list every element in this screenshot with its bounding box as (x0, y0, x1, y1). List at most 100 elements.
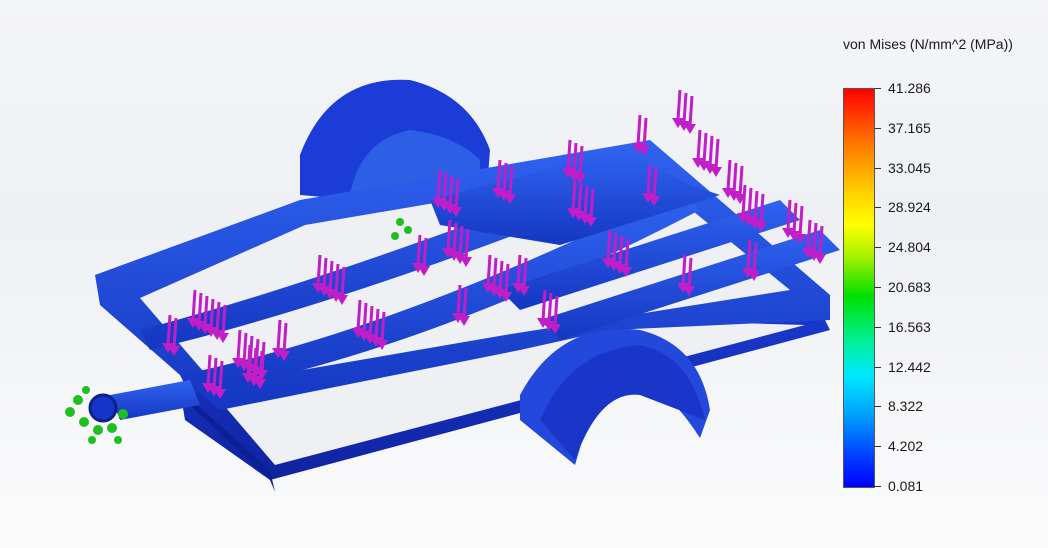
load-arrow-shaft (646, 164, 652, 196)
load-arrow-head (504, 194, 516, 204)
load-arrow-head (802, 248, 814, 258)
legend-tick-label: 41.286 (888, 80, 931, 96)
load-arrow-head (684, 124, 696, 134)
legend-tick-label: 0.081 (888, 478, 924, 494)
load-arrow-shaft (166, 314, 172, 346)
load-arrow-shaft (215, 301, 221, 333)
legend-tick-label: 20.683 (888, 279, 931, 295)
load-arrow-head (312, 283, 324, 293)
load-arrow-head (318, 286, 330, 296)
load-arrow-shaft (553, 295, 559, 327)
load-arrow-head (710, 167, 722, 177)
load-arrow-shaft (436, 169, 442, 201)
legend-tick-label: 16.563 (888, 318, 931, 335)
load-arrow-head (205, 327, 217, 337)
load-arrow-shaft (516, 254, 522, 286)
load-arrow-head (250, 367, 262, 377)
load-arrow-head (208, 386, 220, 396)
load-arrow-shaft (541, 289, 547, 321)
load-arrow-head (748, 271, 760, 281)
load-arrow-shaft (812, 222, 818, 254)
legend-tick-label: 37.165 (888, 119, 931, 136)
load-arrow-head (376, 340, 388, 350)
load-arrow-shaft (798, 205, 804, 237)
load-arrow-head (755, 222, 767, 232)
load-arrow-head (498, 191, 510, 201)
load-arrow-shaft (726, 159, 732, 191)
load-arrow-shaft (642, 117, 648, 149)
load-arrow-head (488, 286, 500, 296)
load-arrow-shaft (328, 260, 334, 292)
load-arrow-shaft (197, 292, 203, 324)
load-arrow-head (272, 348, 284, 358)
load-arrow-shaft (504, 263, 510, 295)
load-arrow-head (678, 121, 690, 131)
load-arrow-head (168, 346, 180, 356)
load-arrow-head (585, 217, 597, 227)
load-arrow-shaft (786, 199, 792, 231)
load-arrow-head (450, 207, 462, 217)
load-arrow-shaft (606, 229, 612, 261)
load-arrow-head (537, 318, 549, 328)
load-arrow-head (482, 283, 494, 293)
load-arrow-shaft (206, 354, 212, 386)
load-arrow-shaft (583, 185, 589, 217)
legend-tick-mark (875, 366, 881, 368)
load-arrow-shaft (676, 89, 682, 121)
load-arrow-shaft (687, 257, 693, 289)
legend-tick-mark (875, 167, 881, 169)
load-arrow-head (460, 257, 472, 267)
load-arrow-head (602, 258, 614, 268)
color-scale-bar[interactable] (843, 88, 875, 488)
load-arrow-shaft (612, 232, 618, 264)
load-arrow-head (494, 289, 506, 299)
load-arrow-head (324, 289, 336, 299)
load-arrow-shaft (566, 139, 572, 171)
load-arrow-head (794, 234, 806, 244)
load-arrow-head (692, 158, 704, 168)
load-arrow-head (364, 334, 376, 344)
load-arrow-head (722, 188, 734, 198)
load-arrow-shaft (578, 145, 584, 177)
load-arrow-shaft (741, 184, 747, 216)
load-arrow-shaft (714, 138, 720, 170)
load-arrow-head (199, 324, 211, 334)
load-arrow-head (814, 254, 826, 264)
load-arrow-head (352, 328, 364, 338)
load-arrow-head (162, 343, 174, 353)
load-arrow-shaft (738, 165, 744, 197)
load-arrow-shaft (492, 257, 498, 289)
load-arrow-shaft (380, 311, 386, 343)
load-arrow-shaft (242, 332, 248, 364)
load-arrow-head (728, 191, 740, 201)
load-arrow-head (743, 216, 755, 226)
load-arrow-shaft (746, 239, 752, 271)
load-arrow-head (358, 331, 370, 341)
load-arrow-shaft (252, 347, 258, 379)
load-arrow-head (512, 283, 524, 293)
load-arrow-shaft (442, 172, 448, 204)
load-arrow-head (568, 171, 580, 181)
load-arrow-head (418, 266, 430, 276)
legend-tick-label: 4.202 (888, 438, 924, 455)
load-arrow-shaft (508, 165, 514, 197)
load-arrow-head (336, 295, 348, 305)
load-arrow-shaft (362, 302, 368, 334)
load-arrow-head (579, 214, 591, 224)
load-arrow-head (256, 370, 268, 380)
load-arrow-shaft (172, 317, 178, 349)
load-arrow-shaft (458, 225, 464, 257)
load-arrow-shaft (486, 254, 492, 286)
load-arrow-head (808, 251, 820, 261)
legend-tick-label: 24.804 (888, 239, 931, 256)
load-arrow-shaft (236, 329, 242, 361)
load-arrow-shaft (446, 219, 452, 251)
load-arrow-shaft (636, 114, 642, 146)
load-arrow-head (549, 324, 561, 334)
load-arrow-shaft (696, 129, 702, 161)
load-arrow-head (574, 174, 586, 184)
load-arrow-head (214, 389, 226, 399)
load-arrow-shaft (416, 234, 422, 266)
